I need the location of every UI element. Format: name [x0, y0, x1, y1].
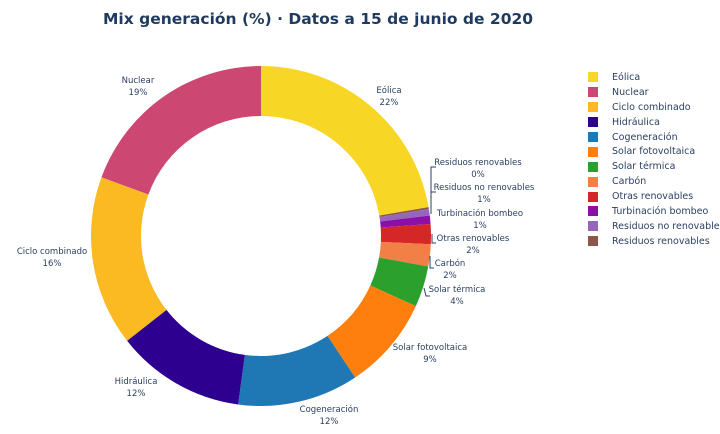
slice-label-hidraulica: Hidráulica	[115, 377, 158, 387]
slice-percent-eolica: 22%	[380, 98, 399, 108]
slice-solar-termica[interactable]	[370, 257, 429, 307]
leader-line-otras-renovables	[431, 234, 436, 244]
slice-label-nuclear: Nuclear	[122, 76, 155, 86]
slice-percent-solar-fotovoltaica: 9%	[423, 355, 437, 365]
legend-label: Residuos no renovables	[612, 220, 720, 232]
legend-label: Cogeneración	[612, 131, 678, 143]
legend-swatch	[588, 191, 598, 202]
legend-item-carbon[interactable]: Carbón	[588, 174, 720, 189]
slice-otras-renovables[interactable]	[380, 224, 431, 245]
legend-swatch	[588, 176, 598, 187]
legend-swatch	[588, 102, 598, 113]
legend-label: Nuclear	[612, 86, 649, 98]
legend-item-residuos-no-renovables[interactable]: Residuos no renovables	[588, 219, 720, 234]
legend-label: Eólica	[612, 71, 641, 83]
slice-carbon[interactable]	[379, 241, 431, 267]
legend-item-solar-termica[interactable]: Solar térmica	[588, 159, 720, 174]
legend-swatch	[588, 206, 598, 217]
leader-line-carbon	[429, 256, 434, 269]
legend-swatch	[588, 87, 598, 98]
leader-lines-group	[423, 166, 436, 297]
legend-swatch	[588, 236, 598, 247]
slice-label-ciclo-combinado: Ciclo combinado	[17, 247, 87, 257]
slice-nuclear[interactable]	[101, 66, 261, 195]
legend-label: Residuos renovables	[612, 235, 710, 247]
slice-label-residuos-no-renovables: Residuos no renovables	[434, 183, 535, 193]
slice-percent-residuos-renovables: 0%	[471, 170, 485, 180]
slice-label-eolica: Eólica	[376, 85, 401, 96]
slice-label-solar-termica: Solar térmica	[429, 284, 486, 295]
legend-swatch	[588, 221, 598, 232]
slice-label-residuos-renovables: Residuos renovables	[434, 158, 522, 168]
slice-label-solar-fotovoltaica: Solar fotovoltaica	[393, 343, 467, 353]
legend-item-otras-renovables[interactable]: Otras renovables	[588, 189, 720, 204]
slice-label-turbinacion-bombeo: Turbinación bombeo	[436, 208, 523, 219]
slice-cogeneracion[interactable]	[238, 335, 356, 406]
slice-percent-residuos-no-renovables: 1%	[477, 195, 491, 205]
slice-percent-carbon: 2%	[443, 271, 457, 281]
slice-turbinacion-bombeo[interactable]	[380, 215, 431, 228]
leader-line-residuos-no-renovables	[430, 191, 436, 214]
slice-percent-otras-renovables: 2%	[466, 246, 480, 256]
legend-swatch	[588, 117, 598, 128]
legend-item-solar-fotovoltaica[interactable]: Solar fotovoltaica	[588, 144, 720, 159]
slice-percent-cogeneracion: 12%	[320, 417, 339, 427]
legend-label: Otras renovables	[612, 191, 694, 203]
slices-group	[90, 66, 431, 406]
legend-swatch	[588, 146, 598, 157]
slice-percent-hidraulica: 12%	[127, 389, 146, 399]
slice-eolica[interactable]	[261, 66, 429, 216]
legend-label: Carbón	[612, 176, 647, 188]
legend-item-nuclear[interactable]: Nuclear	[588, 85, 720, 100]
legend-swatch	[588, 132, 598, 142]
slice-solar-fotovoltaica[interactable]	[327, 285, 416, 378]
legend-item-hidraulica[interactable]: Hidráulica	[588, 115, 720, 130]
legend-label: Solar fotovoltaica	[612, 146, 696, 158]
slice-percent-ciclo-combinado: 16%	[43, 259, 62, 269]
slice-residuos-renovables[interactable]	[379, 207, 429, 218]
legend-item-eolica[interactable]: Eólica	[588, 70, 720, 85]
slice-percent-solar-termica: 4%	[450, 297, 464, 307]
legend-label: Ciclo combinado	[612, 101, 691, 113]
leader-line-solar-termica	[423, 287, 430, 297]
slice-label-otras-renovables: Otras renovables	[437, 234, 510, 244]
legend-item-cogeneracion[interactable]: Cogeneración	[588, 130, 720, 145]
legend-swatch	[588, 161, 598, 172]
legend-swatch	[588, 72, 598, 83]
slice-percent-nuclear: 19%	[129, 88, 148, 98]
slice-percent-turbinacion-bombeo: 1%	[473, 221, 487, 231]
labels-group: Eólica 22% Residuos renovables 0% Residuos n…	[17, 76, 535, 427]
legend: Eólica Nuclear Ciclo combinado Hidráulica Co…	[588, 70, 720, 249]
slice-label-carbon: Carbón	[435, 258, 466, 269]
legend-label: Hidráulica	[612, 116, 660, 128]
legend-label: Solar térmica	[612, 161, 676, 173]
legend-item-turbinacion-bombeo[interactable]: Turbinación bombeo	[588, 204, 720, 219]
slice-residuos-no-renovables[interactable]	[379, 209, 430, 222]
legend-label: Turbinación bombeo	[612, 205, 709, 217]
legend-item-residuos-renovables[interactable]: Residuos renovables	[588, 234, 720, 249]
slice-ciclo-combinado[interactable]	[90, 177, 167, 341]
slice-label-cogeneracion: Cogeneración	[300, 404, 359, 415]
slice-hidraulica[interactable]	[127, 309, 245, 405]
chart-title: Mix generación (%) · Datos a 15 de junio…	[103, 10, 534, 28]
legend-item-ciclo-combinado[interactable]: Ciclo combinado	[588, 100, 720, 115]
